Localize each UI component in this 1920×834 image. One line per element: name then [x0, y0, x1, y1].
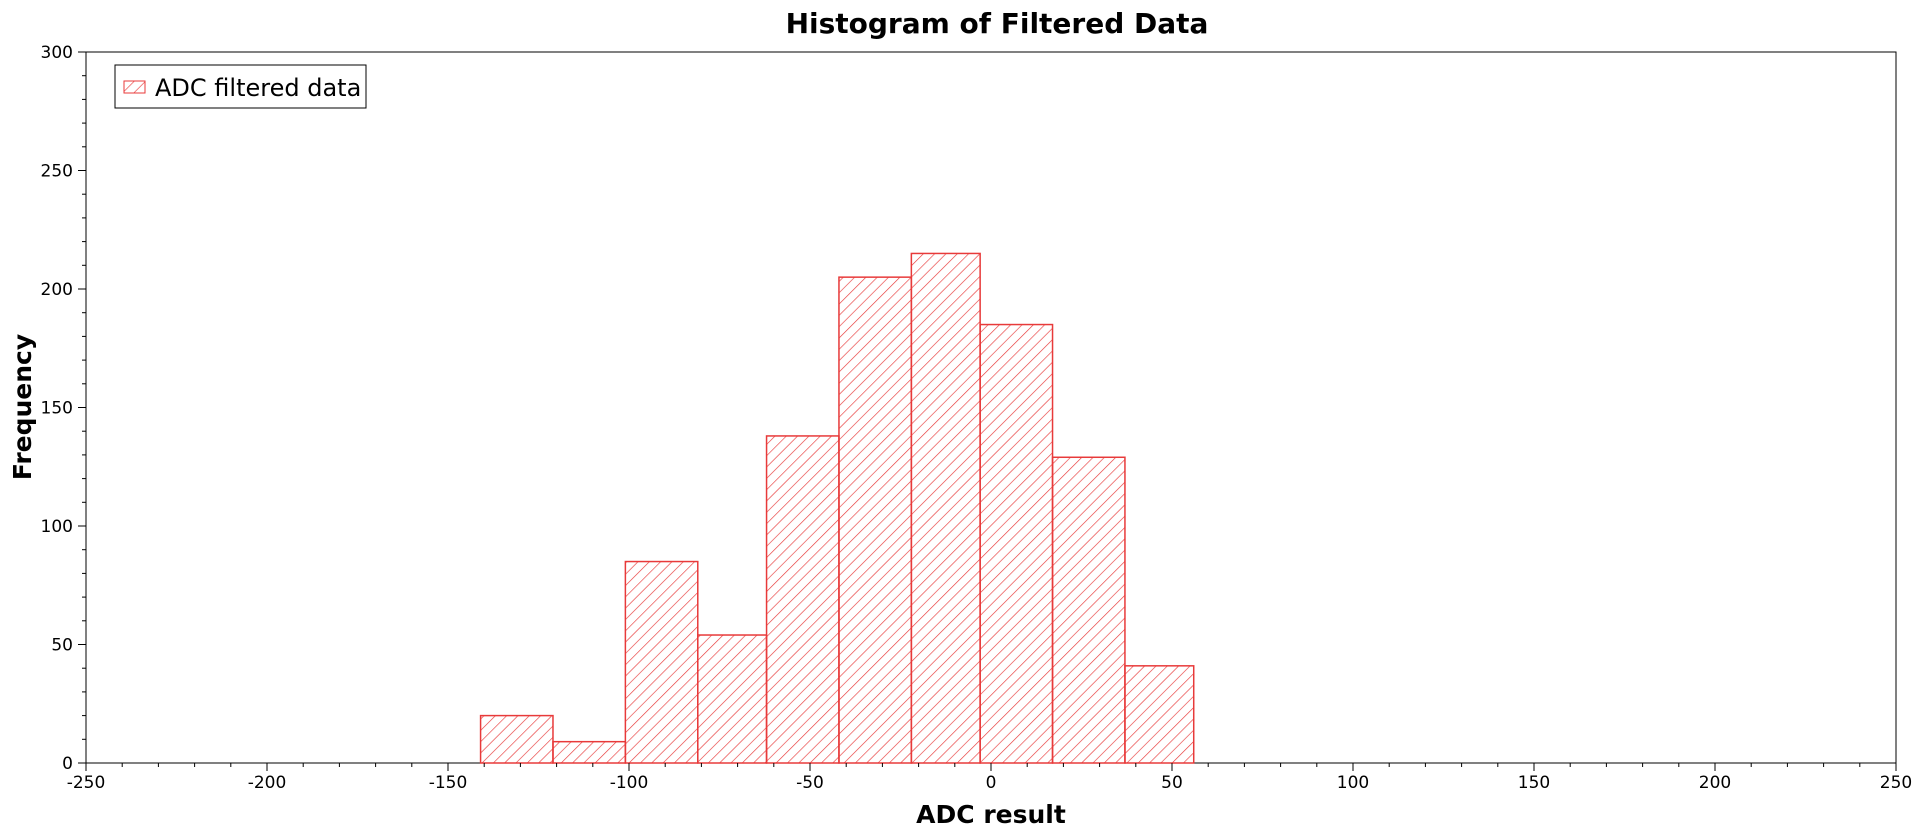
histogram-bar [1124, 665, 1195, 764]
x-tick-label: 100 [1337, 773, 1369, 793]
histogram-bar [910, 252, 981, 764]
chart-title: Histogram of Filtered Data [786, 7, 1209, 40]
y-axis: 0 50 100 150 200 250 300 [41, 43, 86, 774]
histogram-bar [697, 634, 768, 764]
x-tick-label: -100 [610, 773, 649, 793]
y-tick-label: 100 [41, 517, 73, 537]
x-tick-label: -250 [67, 773, 106, 793]
y-tick-label: 150 [41, 399, 73, 419]
y-tick-label: 200 [41, 280, 73, 300]
histogram-bar [838, 276, 913, 764]
histogram-bar [552, 740, 627, 764]
histogram-bar [765, 435, 840, 764]
x-tick-label: 200 [1699, 773, 1731, 793]
x-tick-label: 150 [1518, 773, 1550, 793]
y-tick-label: 300 [41, 43, 73, 63]
legend-swatch [123, 80, 146, 94]
histogram-bar [979, 323, 1054, 764]
histogram-bar [624, 560, 699, 764]
y-tick-label: 250 [41, 162, 73, 182]
bars-layer [479, 252, 1195, 764]
histogram-bar [1051, 456, 1126, 764]
x-tick-label: 50 [1161, 773, 1183, 793]
x-tick-label: -200 [248, 773, 287, 793]
y-axis-label: Frequency [8, 334, 37, 480]
legend-label: ADC filtered data [155, 74, 361, 102]
y-tick-label: 50 [51, 636, 73, 656]
x-tick-label: 250 [1880, 773, 1912, 793]
x-tick-label: -150 [429, 773, 468, 793]
x-axis-label: ADC result [916, 800, 1066, 829]
x-axis: -250 -200 -150 -100 -50 0 50 100 150 200 250 [67, 763, 1912, 793]
histogram-bar [479, 714, 554, 764]
legend: ADC filtered data [114, 64, 367, 109]
legend-box [114, 64, 367, 109]
y-tick-label: 0 [62, 754, 73, 774]
x-tick-label: -50 [796, 773, 824, 793]
x-tick-label: 0 [986, 773, 997, 793]
